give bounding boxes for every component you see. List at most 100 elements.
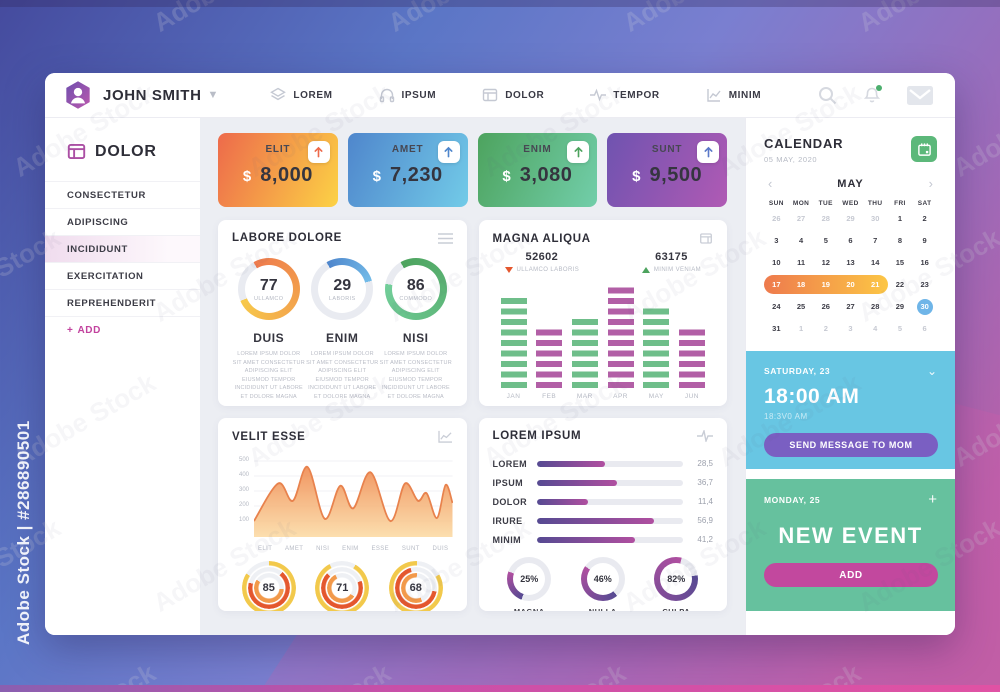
sidebar-add-button[interactable]: + ADD bbox=[45, 316, 200, 344]
calendar-day[interactable]: 18 bbox=[796, 280, 806, 289]
mail-icon[interactable] bbox=[907, 85, 933, 105]
nav-item-tempor[interactable]: TEMPOR bbox=[590, 87, 659, 103]
calendar-day[interactable]: 17 bbox=[772, 280, 781, 289]
calendar-day[interactable]: 11 bbox=[797, 258, 806, 267]
event-time: 18:00 AM bbox=[764, 385, 860, 408]
bar-row-minim: MINIM 41,2 bbox=[493, 530, 714, 549]
x-tick: SUNT bbox=[401, 546, 420, 552]
bar-label: DOLOR bbox=[492, 496, 527, 507]
calendar-day[interactable]: 26 bbox=[772, 214, 781, 223]
top-header: JOHN SMITH ▼ LOREM IPSUM DOLOR TEMPOR MINIM bbox=[45, 73, 955, 118]
line-chart-icon[interactable] bbox=[437, 430, 453, 443]
avatar[interactable] bbox=[63, 80, 93, 110]
calendar-day[interactable]: 22 bbox=[895, 280, 905, 289]
calendar-day[interactable]: 5 bbox=[897, 324, 902, 333]
calendar-day[interactable]: 4 bbox=[798, 236, 804, 245]
calendar-day[interactable]: 7 bbox=[873, 236, 878, 245]
sidebar-item-reprehenderit[interactable]: REPREHENDERIT bbox=[45, 289, 200, 316]
events-divider bbox=[746, 469, 955, 479]
arrow-up-button[interactable] bbox=[437, 141, 460, 163]
sidebar-item-exercitation[interactable]: EXERCITATION bbox=[45, 262, 200, 289]
watermark-text: Adobe Stock bbox=[947, 77, 1000, 183]
calendar-day[interactable]: 28 bbox=[821, 214, 830, 223]
x-label: JAN bbox=[506, 393, 521, 400]
calendar-day[interactable]: 15 bbox=[895, 258, 905, 267]
donut-heading: ENIM bbox=[326, 331, 359, 345]
nav-item-label: MINIM bbox=[728, 89, 762, 101]
calendar-day[interactable]: 2 bbox=[823, 324, 828, 333]
x-tick: NISI bbox=[316, 546, 330, 552]
nav-item-minim[interactable]: MINIM bbox=[706, 87, 761, 103]
calendar-day[interactable]: 3 bbox=[848, 324, 853, 333]
nav-item-ipsum[interactable]: IPSUM bbox=[379, 87, 437, 103]
bar-fill bbox=[536, 517, 654, 524]
calendar-day[interactable]: 2 bbox=[922, 214, 927, 223]
nav-item-lorem[interactable]: LOREM bbox=[270, 87, 332, 103]
calendar-day[interactable]: 29 bbox=[846, 214, 855, 223]
sidebar-item-adipiscing[interactable]: ADIPISCING bbox=[45, 208, 200, 235]
arrow-up-button[interactable] bbox=[697, 141, 719, 163]
calendar-icon[interactable] bbox=[911, 136, 937, 162]
bar-value: 56,9 bbox=[697, 516, 713, 525]
calendar-day[interactable]: 13 bbox=[846, 258, 855, 267]
add-event-button[interactable]: ADD bbox=[764, 563, 938, 587]
calendar-day[interactable]: 10 bbox=[772, 258, 781, 267]
nav-item-dolor[interactable]: DOLOR bbox=[482, 87, 544, 103]
user-menu-chevron-icon[interactable]: ▼ bbox=[207, 89, 219, 101]
x-tick: ESSE bbox=[371, 546, 390, 552]
arrow-up-button[interactable] bbox=[567, 141, 590, 163]
calendar-day[interactable]: 23 bbox=[920, 280, 929, 289]
calendar-day[interactable]: 28 bbox=[871, 302, 880, 311]
calendar-day[interactable]: 29 bbox=[895, 302, 905, 311]
sidebar-item-incididunt[interactable]: INCIDIDUNT bbox=[45, 235, 200, 262]
donut-charts: 77 ULLAMCO DUIS LOREM IPSUM DOLOR SIT AMET … bbox=[232, 258, 453, 401]
calendar-day[interactable]: 25 bbox=[796, 302, 806, 311]
search-icon[interactable] bbox=[818, 86, 837, 105]
calendar-day[interactable]: 31 bbox=[772, 324, 781, 333]
calendar-day[interactable]: 30 bbox=[912, 296, 937, 317]
calendar-day[interactable]: 14 bbox=[871, 258, 880, 267]
calendar-day[interactable]: 5 bbox=[823, 236, 828, 245]
calendar-day[interactable]: 4 bbox=[873, 324, 878, 333]
calendar-day[interactable]: 16 bbox=[920, 258, 929, 267]
send-message-button[interactable]: SEND MESSAGE TO MOM bbox=[764, 433, 938, 457]
calendar-day[interactable]: 12 bbox=[821, 258, 830, 267]
prev-month-chevron-icon[interactable]: ‹ bbox=[768, 176, 773, 191]
calendar-day[interactable]: 26 bbox=[821, 302, 830, 311]
y-tick: 400 bbox=[238, 472, 249, 478]
dashboard-window: JOHN SMITH ▼ LOREM IPSUM DOLOR TEMPOR MINIM bbox=[45, 73, 955, 635]
calendar-day[interactable]: 6 bbox=[922, 324, 927, 333]
calendar-day[interactable]: 27 bbox=[796, 214, 806, 223]
sidebar: DOLOR CONSECTETUR ADIPISCING INCIDIDUNT EXE… bbox=[45, 118, 200, 635]
pulse-icon[interactable] bbox=[697, 430, 713, 442]
sidebar-item-consectetur[interactable]: CONSECTETUR bbox=[45, 181, 200, 208]
calendar-day[interactable]: 3 bbox=[774, 236, 779, 245]
stat-card-amet: AMET $7,230 bbox=[347, 133, 468, 207]
chevron-down-icon[interactable]: ⌄ bbox=[926, 364, 937, 378]
plus-icon[interactable]: + bbox=[928, 491, 937, 508]
stock-id-watermark: Adobe Stock | #286890501 bbox=[14, 420, 33, 645]
calendar-day[interactable]: 1 bbox=[897, 214, 902, 223]
pulse-icon bbox=[590, 87, 607, 103]
stat-card-label: SUNT bbox=[651, 144, 683, 155]
calendar-day[interactable]: 19 bbox=[821, 280, 830, 289]
next-month-chevron-icon[interactable]: › bbox=[928, 176, 933, 191]
hamburger-menu-icon[interactable] bbox=[437, 232, 453, 244]
calendar-column: CALENDAR 05 MAY, 2020 ‹ MAY › SUN MON TUE W… bbox=[745, 118, 955, 635]
user-name[interactable]: JOHN SMITH bbox=[103, 86, 202, 104]
calendar-day[interactable]: 24 bbox=[772, 302, 781, 311]
calendar-day[interactable]: 27 bbox=[846, 302, 855, 311]
notifications-bell-icon[interactable] bbox=[863, 85, 882, 104]
calendar-day-headers: SUN MON TUE WED THU FRI SAT bbox=[764, 200, 937, 207]
donut-chart-nisi: 86 COMMODO NISI LOREM IPSUM DOLOR SIT AMET … bbox=[379, 258, 453, 401]
arrow-up-button[interactable] bbox=[307, 141, 330, 163]
calendar-day[interactable]: 6 bbox=[848, 236, 853, 245]
calendar-day[interactable]: 9 bbox=[922, 236, 927, 245]
calendar-day[interactable]: 30 bbox=[871, 214, 880, 223]
window-icon[interactable] bbox=[699, 232, 713, 245]
calendar-day[interactable]: 8 bbox=[897, 236, 902, 245]
calendar-day[interactable]: 1 bbox=[798, 324, 804, 333]
calendar-day[interactable]: 21 bbox=[871, 280, 880, 289]
calendar-day[interactable]: 20 bbox=[846, 280, 855, 289]
